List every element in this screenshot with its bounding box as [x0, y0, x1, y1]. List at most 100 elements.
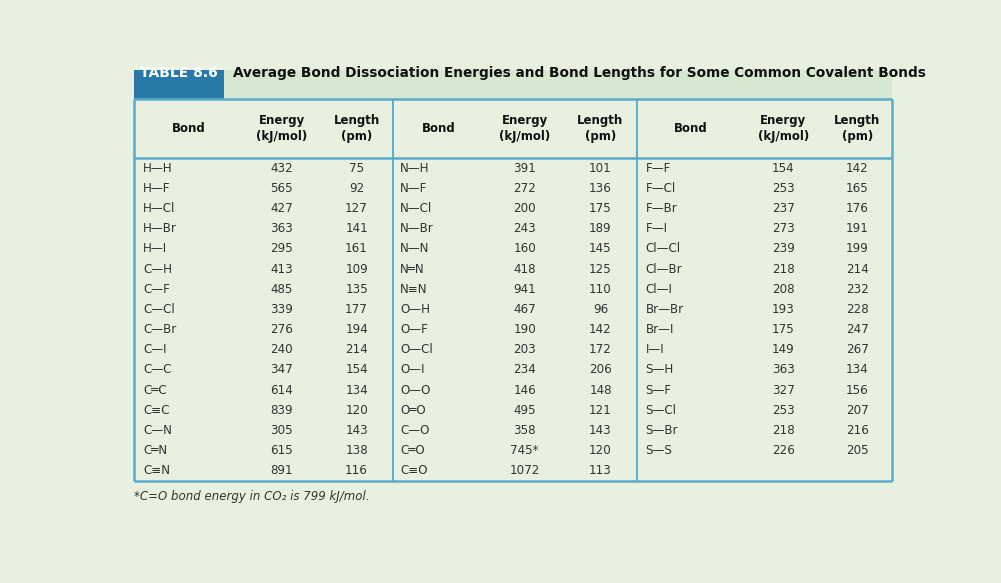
- Text: 253: 253: [772, 403, 795, 417]
- Text: *C=O bond energy in CO₂ is 799 kJ/mol.: *C=O bond energy in CO₂ is 799 kJ/mol.: [134, 490, 370, 503]
- Text: 199: 199: [846, 243, 869, 255]
- Text: Cl—I: Cl—I: [646, 283, 673, 296]
- Text: C═C: C═C: [143, 384, 167, 396]
- Text: 391: 391: [514, 162, 537, 175]
- Text: Br—Br: Br—Br: [646, 303, 684, 316]
- Text: 134: 134: [846, 363, 869, 377]
- Text: 214: 214: [846, 262, 869, 276]
- Text: 226: 226: [772, 444, 795, 457]
- Text: C—I: C—I: [143, 343, 166, 356]
- Text: 228: 228: [846, 303, 869, 316]
- Text: 121: 121: [589, 403, 612, 417]
- Text: N═N: N═N: [400, 262, 424, 276]
- Text: C═O: C═O: [400, 444, 424, 457]
- Text: 218: 218: [772, 424, 795, 437]
- Text: 495: 495: [514, 403, 537, 417]
- Text: 565: 565: [270, 182, 293, 195]
- Text: O—I: O—I: [400, 363, 424, 377]
- Text: 267: 267: [846, 343, 869, 356]
- Text: 614: 614: [270, 384, 293, 396]
- Text: H—Br: H—Br: [143, 222, 177, 236]
- Text: O—H: O—H: [400, 303, 430, 316]
- Text: N—N: N—N: [400, 243, 429, 255]
- Text: 191: 191: [846, 222, 869, 236]
- Text: Energy
(kJ/mol): Energy (kJ/mol): [499, 114, 551, 143]
- Text: 432: 432: [270, 162, 293, 175]
- Text: 189: 189: [590, 222, 612, 236]
- Text: 413: 413: [270, 262, 293, 276]
- Text: 941: 941: [514, 283, 537, 296]
- Text: Length
(pm): Length (pm): [333, 114, 379, 143]
- Text: Bond: Bond: [674, 122, 708, 135]
- Text: 146: 146: [514, 384, 537, 396]
- FancyBboxPatch shape: [134, 48, 223, 99]
- Text: Cl—Cl: Cl—Cl: [646, 243, 681, 255]
- FancyBboxPatch shape: [134, 99, 892, 481]
- Text: Energy
(kJ/mol): Energy (kJ/mol): [758, 114, 809, 143]
- Text: H—Cl: H—Cl: [143, 202, 175, 215]
- Text: 165: 165: [846, 182, 869, 195]
- Text: 253: 253: [772, 182, 795, 195]
- Text: 240: 240: [270, 343, 293, 356]
- Text: 110: 110: [590, 283, 612, 296]
- Text: 145: 145: [590, 243, 612, 255]
- Text: 239: 239: [772, 243, 795, 255]
- Text: Cl—Br: Cl—Br: [646, 262, 683, 276]
- Text: 243: 243: [514, 222, 537, 236]
- Text: 203: 203: [514, 343, 537, 356]
- Text: 208: 208: [772, 283, 795, 296]
- Text: F—Br: F—Br: [646, 202, 678, 215]
- Text: H—F: H—F: [143, 182, 170, 195]
- Text: C—H: C—H: [143, 262, 172, 276]
- Text: 485: 485: [270, 283, 293, 296]
- Text: 232: 232: [846, 283, 869, 296]
- Text: 193: 193: [772, 303, 795, 316]
- Text: Energy
(kJ/mol): Energy (kJ/mol): [256, 114, 307, 143]
- Text: 156: 156: [846, 384, 869, 396]
- Text: 276: 276: [270, 323, 293, 336]
- FancyBboxPatch shape: [134, 48, 892, 99]
- Text: Bond: Bond: [422, 122, 456, 135]
- Text: 135: 135: [345, 283, 368, 296]
- Text: Bond: Bond: [172, 122, 205, 135]
- Text: 216: 216: [846, 424, 869, 437]
- Text: 109: 109: [345, 262, 368, 276]
- Text: 339: 339: [270, 303, 293, 316]
- Text: 92: 92: [349, 182, 364, 195]
- Text: 839: 839: [270, 403, 293, 417]
- Text: 142: 142: [590, 323, 612, 336]
- Text: 149: 149: [772, 343, 795, 356]
- Text: 1072: 1072: [510, 464, 540, 477]
- Text: 143: 143: [345, 424, 368, 437]
- Text: 116: 116: [345, 464, 368, 477]
- Text: 200: 200: [514, 202, 537, 215]
- Text: 273: 273: [772, 222, 795, 236]
- Text: 175: 175: [590, 202, 612, 215]
- Text: 154: 154: [345, 363, 368, 377]
- Text: 75: 75: [349, 162, 364, 175]
- Text: C—F: C—F: [143, 283, 170, 296]
- Text: N—H: N—H: [400, 162, 429, 175]
- Text: C≡N: C≡N: [143, 464, 170, 477]
- Text: 134: 134: [345, 384, 368, 396]
- Text: S—Cl: S—Cl: [646, 403, 677, 417]
- Text: 891: 891: [270, 464, 293, 477]
- Text: Br—I: Br—I: [646, 323, 674, 336]
- Text: N—Cl: N—Cl: [400, 202, 432, 215]
- Text: Average Bond Dissociation Energies and Bond Lengths for Some Common Covalent Bon: Average Bond Dissociation Energies and B…: [233, 66, 926, 80]
- Text: 190: 190: [514, 323, 537, 336]
- Text: 175: 175: [772, 323, 795, 336]
- Text: H—H: H—H: [143, 162, 173, 175]
- Text: S—F: S—F: [646, 384, 672, 396]
- Text: 214: 214: [345, 343, 368, 356]
- Text: H—I: H—I: [143, 243, 167, 255]
- Text: 154: 154: [772, 162, 795, 175]
- Text: 120: 120: [590, 444, 612, 457]
- Text: 177: 177: [345, 303, 368, 316]
- Text: S—Br: S—Br: [646, 424, 679, 437]
- Text: 207: 207: [846, 403, 869, 417]
- Text: 237: 237: [772, 202, 795, 215]
- Text: F—Cl: F—Cl: [646, 182, 676, 195]
- Text: 136: 136: [589, 182, 612, 195]
- Text: 113: 113: [589, 464, 612, 477]
